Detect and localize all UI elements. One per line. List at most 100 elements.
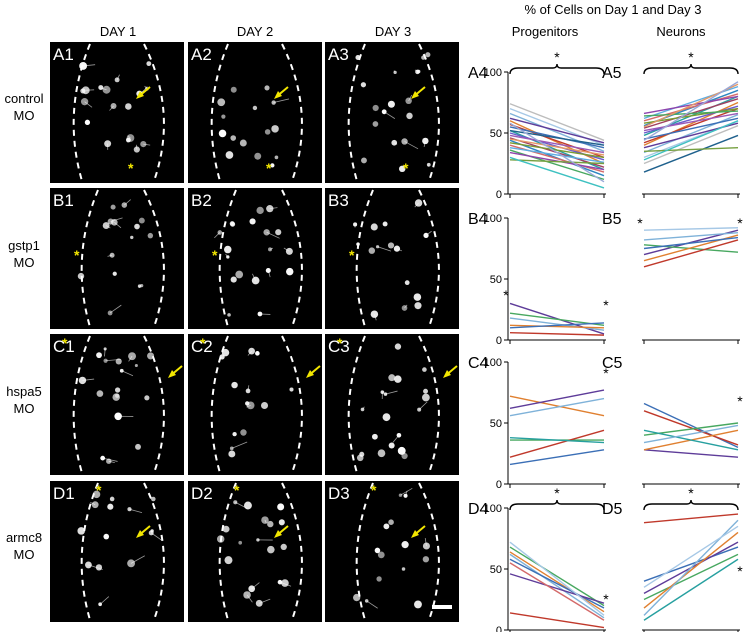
cell-body	[388, 374, 396, 382]
panel-label: B3	[328, 191, 349, 210]
cell-body	[100, 455, 106, 461]
cell-process	[84, 101, 93, 108]
micrograph-background	[325, 188, 459, 329]
cell-process	[116, 74, 120, 81]
cell-process	[269, 247, 274, 250]
cell-body	[257, 311, 263, 317]
cell-process	[82, 378, 95, 381]
cell-process	[393, 70, 396, 73]
chart-panel-label: D4	[468, 501, 489, 518]
cell-body	[137, 284, 142, 288]
cell-body	[377, 551, 385, 559]
series-line	[643, 429, 739, 451]
cell-body	[394, 343, 402, 350]
cell-process	[408, 94, 413, 101]
series-line	[643, 112, 739, 132]
cell-body	[150, 529, 154, 533]
series-line	[509, 573, 605, 604]
chart-header-progenitors: Progenitors	[512, 24, 579, 39]
cell-body	[398, 165, 406, 173]
series-line	[509, 553, 605, 619]
cell-body	[286, 267, 294, 276]
y-tick-label: 0	[496, 189, 502, 201]
cell-body	[361, 157, 367, 164]
cell-body	[125, 103, 132, 110]
cell-body	[423, 388, 428, 394]
micrograph-B3: * B3	[325, 188, 459, 329]
chart-B5: B5 * *	[602, 211, 743, 344]
series-line	[509, 397, 605, 417]
cell-process	[129, 508, 143, 513]
tissue-boundary	[218, 189, 237, 328]
significance-star: *	[554, 485, 560, 501]
series-line	[643, 227, 739, 231]
series-line	[643, 236, 739, 250]
tissue-boundary	[80, 482, 99, 621]
cell-process	[418, 401, 428, 410]
cell-body	[225, 151, 234, 159]
chart-A4: A4 0 50 100 *	[468, 49, 606, 201]
cell-body	[119, 368, 124, 373]
cell-body	[110, 204, 116, 210]
y-tick-label: 50	[490, 418, 502, 430]
cell-process	[424, 538, 427, 547]
cell-body	[217, 98, 226, 107]
significance-star: *	[603, 591, 609, 607]
cell-body	[260, 401, 269, 410]
cell-process	[246, 594, 253, 603]
cell-body	[252, 105, 258, 111]
row-label: control	[4, 91, 43, 106]
cell-body	[401, 567, 406, 571]
cell-body	[264, 129, 271, 135]
micrograph-background	[50, 481, 184, 622]
cell-body	[221, 348, 230, 357]
micrograph-C2: *C2	[188, 334, 322, 475]
marker-arrow-head	[136, 530, 144, 538]
cell-body	[387, 100, 395, 108]
cell-process	[143, 143, 151, 146]
day-header-1: DAY 1	[100, 24, 136, 39]
tissue-boundary	[218, 482, 237, 621]
micrograph-C3: *C3	[325, 334, 459, 475]
cell-body	[127, 559, 136, 568]
marker-asterisk: *	[234, 482, 240, 498]
cell-process	[264, 519, 267, 524]
y-tick-label: 50	[490, 274, 502, 286]
significance-star: *	[688, 49, 694, 65]
cell-body	[81, 86, 90, 95]
panel-label: D2	[191, 484, 213, 503]
figure-header: % of Cells on Day 1 and Day 3	[524, 2, 701, 17]
micrograph-B2: * B2	[188, 188, 322, 329]
series-line	[643, 531, 739, 609]
cell-process	[109, 105, 114, 111]
series-line	[643, 513, 739, 524]
cell-body	[92, 490, 101, 499]
tissue-boundary	[281, 43, 303, 182]
series-line	[643, 553, 739, 601]
cell-body	[380, 390, 385, 395]
cell-body	[134, 223, 140, 230]
cell-body	[264, 85, 270, 91]
micrograph-B1: * B1	[50, 188, 184, 329]
significance-star: *	[637, 215, 643, 231]
series-line	[643, 101, 739, 146]
series-line	[643, 107, 739, 124]
tissue-boundary	[210, 43, 229, 182]
cell-body	[382, 413, 391, 422]
cell-process	[107, 254, 113, 257]
cell-body	[413, 293, 422, 301]
tissue-boundary	[418, 43, 440, 182]
chart-B4: B4 0 50 100 * *	[468, 211, 609, 347]
cell-process	[374, 314, 377, 321]
cell-body	[222, 525, 230, 533]
series-line	[643, 410, 739, 446]
cell-process	[247, 350, 252, 356]
cell-body	[267, 520, 274, 528]
cell-body	[254, 152, 262, 160]
cell-process	[396, 248, 403, 252]
series-line	[509, 331, 605, 336]
significance-star: *	[603, 297, 609, 313]
cell-process	[109, 304, 122, 314]
chart-D4: D4050100day 1day3**	[468, 485, 609, 632]
